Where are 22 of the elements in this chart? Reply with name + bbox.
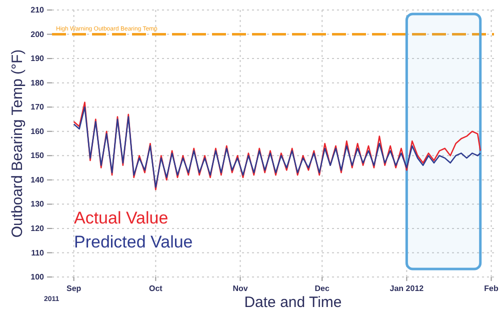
y-tick-label: 130 xyxy=(30,200,45,209)
x-tick-label: Feb xyxy=(484,284,498,294)
x-tick-label: Nov xyxy=(232,284,248,294)
y-tick-label: 210 xyxy=(30,6,45,15)
x-tick-label: Dec xyxy=(314,284,330,294)
y-tick-label: 170 xyxy=(30,102,45,112)
y-tick-label: 180 xyxy=(30,78,45,88)
x-tick-label: Oct xyxy=(149,284,163,294)
y-tick-label: 200 xyxy=(30,30,45,39)
y-tick-label: 110 xyxy=(31,248,45,258)
x-axis-title: Date and Time xyxy=(244,294,342,311)
y-tick-label: 160 xyxy=(30,126,45,136)
y-tick-label: 190 xyxy=(30,54,45,64)
series-label: Actual Value xyxy=(74,208,168,228)
y-tick-label: 120 xyxy=(30,224,45,234)
y-tick-label: 100 xyxy=(30,272,45,282)
x-tick-label: Jan 2012 xyxy=(390,284,424,294)
text: Predicted Value xyxy=(74,232,193,252)
x-tick-label: Sep xyxy=(66,284,82,294)
y-tick-label: 150 xyxy=(30,151,45,160)
y-axis-title: Outboard Bearing Temp (°F) xyxy=(9,49,26,238)
y-tick-label: 140 xyxy=(30,175,45,184)
